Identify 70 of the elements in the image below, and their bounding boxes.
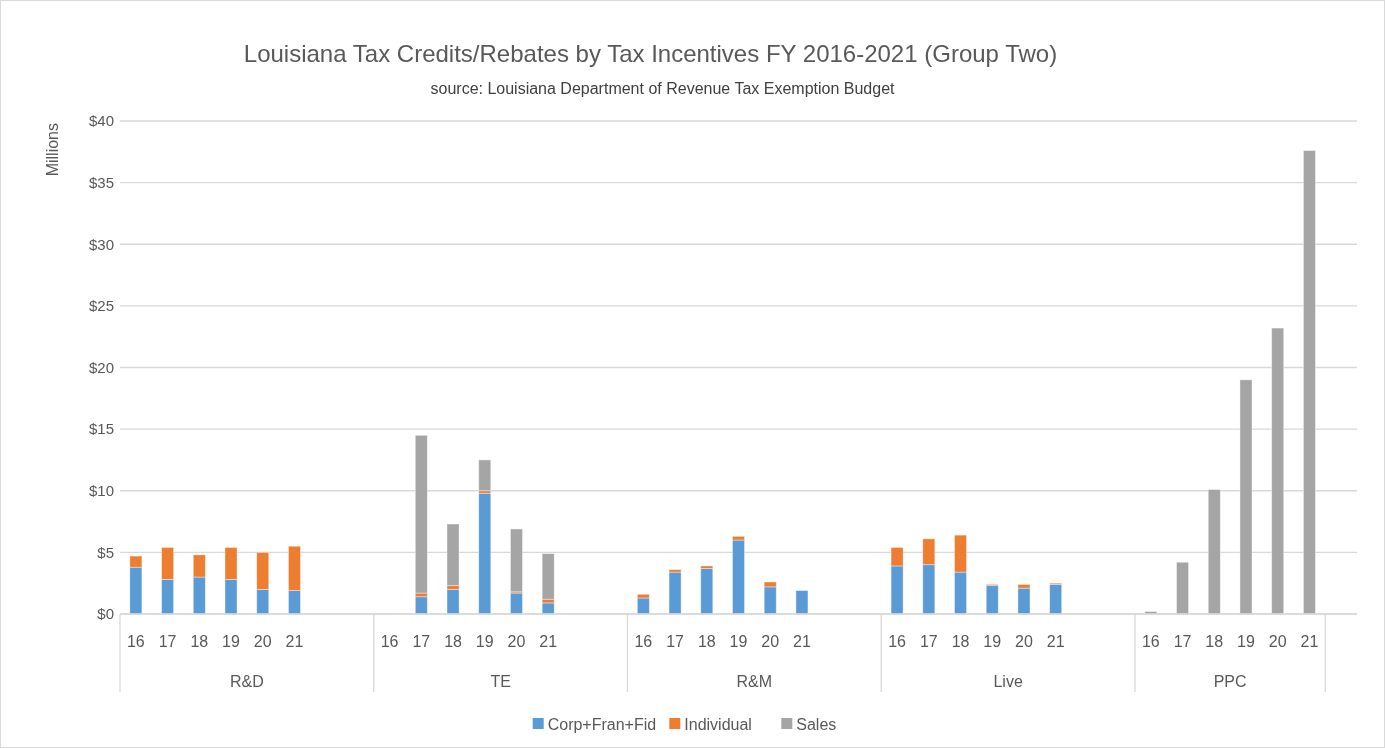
bar [1049,584,1063,615]
bar [668,571,682,615]
x-tick-label: 17 [1173,633,1192,650]
x-tick-label: 16 [126,633,145,650]
bar [446,588,460,615]
x-tick-label: 20 [1015,633,1033,650]
x-tick-label: 20 [761,633,780,650]
y-tick-label: $0 [97,605,114,623]
bar [795,590,809,615]
x-tick-label: 16 [380,633,399,650]
y-tick-label: $30 [88,235,114,253]
x-tick-label: 17 [666,633,685,650]
x-tick-label: 16 [634,633,653,650]
y-tick-label: $5 [97,543,114,561]
legend-label: Sales [796,715,837,733]
legend-label: Individual [684,715,752,733]
bar [1271,327,1285,615]
x-tick-label: 18 [697,633,716,650]
x-tick-label: 21 [1300,633,1319,650]
bar [414,596,428,615]
y-tick-label: $15 [88,420,114,438]
text: R&D [229,673,264,690]
x-tick-label: 18 [444,633,463,650]
text: TE [490,673,511,690]
bar [446,523,460,587]
chart-subtitle: source: Louisiana Department of Revenue Tax Exemption Budget [430,80,896,97]
x-tick-label: 20 [253,633,272,650]
chart-title: Louisiana Tax Credits/Rebates by Tax Incentives FY 2016-2021 (Group Two) [243,40,1058,67]
bar [1303,150,1316,615]
x-tick-label: 18 [1205,633,1224,650]
y-tick-label: $35 [88,173,114,191]
text: R&M [736,673,773,690]
bar [732,539,745,615]
x-tick-label: 19 [222,633,241,650]
y-tick-label: $20 [88,358,114,376]
bar [478,492,492,615]
x-tick-label: 21 [285,633,304,650]
x-tick-label: 18 [190,633,209,650]
bar [478,459,492,492]
x-tick-label: 17 [412,633,431,650]
bar [1017,587,1031,615]
y-tick-label: $40 [88,112,114,130]
x-tick-label: 21 [1046,633,1065,650]
x-tick-label: 21 [793,633,811,650]
x-tick-label: 19 [983,633,1002,650]
x-tick-label: 20 [507,633,526,650]
x-tick-label: 18 [951,633,970,650]
x-tick-label: 16 [888,633,907,650]
bar [700,568,714,615]
bar [541,553,555,600]
x-tick-label: 17 [919,633,938,650]
bar [1207,489,1221,615]
x-tick-label: 21 [539,633,558,650]
bar [510,528,523,593]
legend-label: Corp+Fran+Fid [547,715,657,733]
bar [414,434,428,594]
x-tick-label: 19 [729,633,748,650]
x-tick-label: 19 [1237,633,1255,650]
text: Live [993,673,1023,690]
y-axis-title: Millions [44,123,61,177]
bar [985,585,999,615]
bar [1176,561,1189,615]
y-tick-label: $25 [88,297,114,315]
y-tick-label: $10 [88,482,114,499]
x-tick-label: 20 [1268,633,1287,650]
x-tick-label: 19 [475,633,494,650]
text: PPC [1213,673,1247,690]
x-tick-label: 16 [1141,633,1160,650]
bar [1239,379,1253,615]
x-tick-label: 17 [158,633,177,650]
